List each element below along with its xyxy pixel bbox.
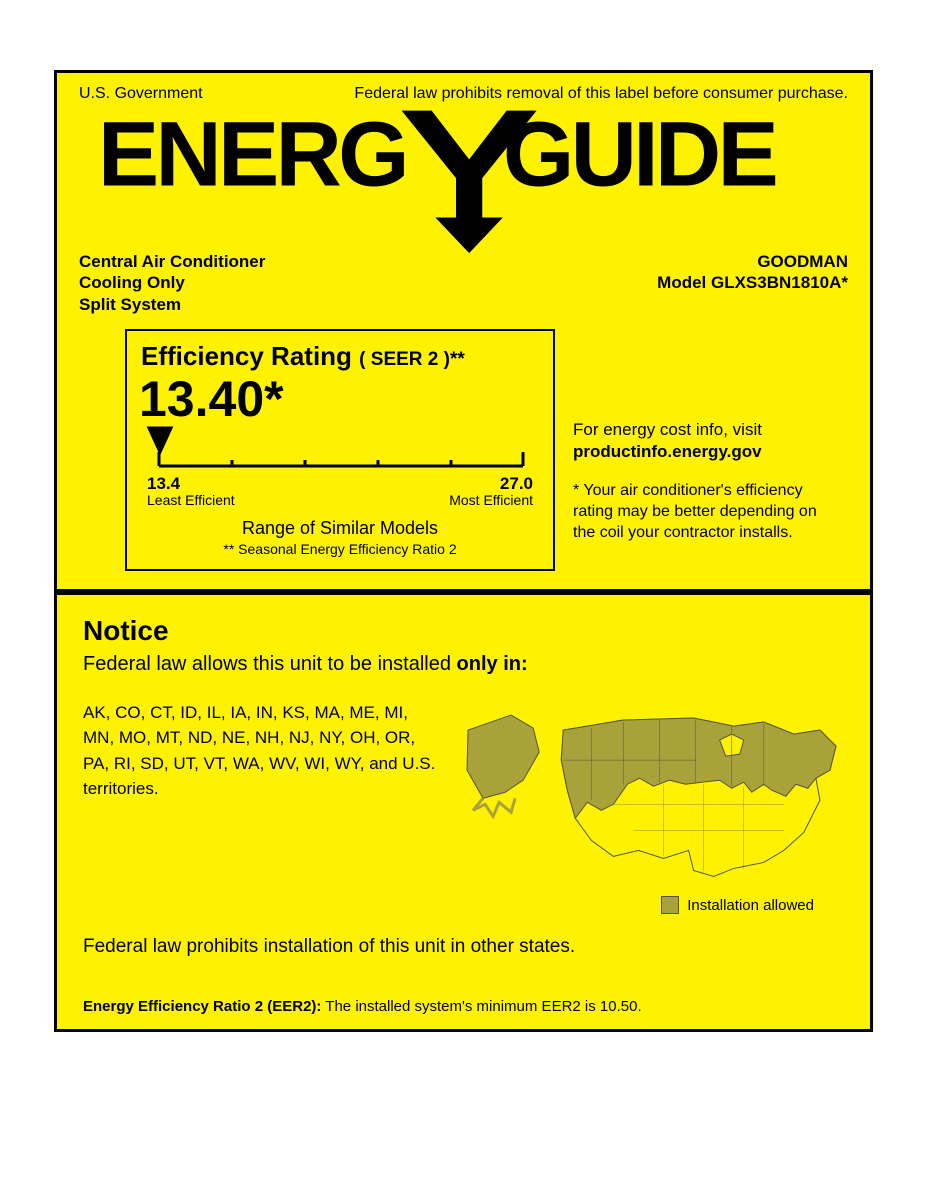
rating-title-text: Efficiency Rating [141, 341, 352, 371]
efficiency-scale [141, 426, 539, 476]
scale-min-value: 13.4 [147, 474, 180, 494]
rating-title-qualifier: ( SEER 2 )** [359, 349, 465, 370]
removal-warning-text: Federal law prohibits removal of this la… [354, 85, 848, 103]
product-row: Central Air Conditioner Cooling Only Spl… [79, 251, 848, 315]
eer2-line: Energy Efficiency Ratio 2 (EER2): The in… [83, 998, 844, 1015]
us-map: Installation allowed [463, 700, 844, 915]
notice-title: Notice [83, 615, 844, 647]
scale-max-value: 27.0 [500, 474, 533, 494]
product-id: GOODMAN Model GLXS3BN1810A* [657, 251, 848, 315]
energyguide-logo: ENERG GUIDE [79, 105, 848, 255]
asterisk-note: * Your air conditioner's efficiency rati… [573, 481, 842, 543]
cost-info-block: For energy cost info, visit productinfo.… [573, 419, 842, 463]
rating-value: 13.40* [139, 374, 539, 424]
cost-info-text: For energy cost info, visit [573, 420, 762, 439]
product-type-line3: Split System [79, 294, 265, 315]
notice-section: Notice Federal law allows this unit to b… [57, 595, 870, 1030]
product-type-line1: Central Air Conditioner [79, 251, 265, 272]
scale-max-label: Most Efficient [449, 492, 533, 508]
notice-line1-pre: Federal law allows this unit to be insta… [83, 653, 457, 675]
eer2-lead: Energy Efficiency Ratio 2 (EER2): [83, 998, 321, 1015]
model-text: Model GLXS3BN1810A* [657, 272, 848, 293]
range-caption: Range of Similar Models [141, 518, 539, 539]
notice-body: AK, CO, CT, ID, IL, IA, IN, KS, MA, ME, … [83, 700, 844, 915]
seer-footnote: ** Seasonal Energy Efficiency Ratio 2 [141, 541, 539, 557]
side-info: For energy cost info, visit productinfo.… [573, 329, 848, 571]
notice-line1: Federal law allows this unit to be insta… [83, 653, 844, 676]
cost-info-url: productinfo.energy.gov [573, 442, 762, 461]
top-section: U.S. Government Federal law prohibits re… [57, 73, 870, 595]
mid-row: Efficiency Rating ( SEER 2 )** 13.40* [79, 329, 848, 571]
gov-source-text: U.S. Government [79, 85, 203, 103]
efficiency-rating-box: Efficiency Rating ( SEER 2 )** 13.40* [125, 329, 555, 571]
energy-guide-label: U.S. Government Federal law prohibits re… [54, 70, 873, 1032]
product-type-line2: Cooling Only [79, 272, 265, 293]
notice-line1-strong: only in: [457, 653, 528, 675]
allowed-states-list: AK, CO, CT, ID, IL, IA, IN, KS, MA, ME, … [83, 700, 443, 802]
scale-min-label: Least Efficient [147, 492, 235, 508]
eer2-rest: The installed system's minimum EER2 is 1… [321, 998, 641, 1015]
legend-swatch-icon [661, 896, 679, 914]
legend-label: Installation allowed [687, 897, 814, 914]
prohibit-line: Federal law prohibits installation of th… [83, 936, 844, 958]
scale-end-values: 13.4 27.0 [141, 474, 539, 494]
scale-end-labels: Least Efficient Most Efficient [141, 492, 539, 508]
rating-title: Efficiency Rating ( SEER 2 )** [141, 341, 539, 372]
svg-text:GUIDE: GUIDE [503, 105, 776, 206]
map-legend: Installation allowed [463, 896, 844, 914]
product-type: Central Air Conditioner Cooling Only Spl… [79, 251, 265, 315]
brand-text: GOODMAN [657, 251, 848, 272]
header-row: U.S. Government Federal law prohibits re… [79, 85, 848, 103]
svg-text:ENERG: ENERG [98, 105, 406, 206]
